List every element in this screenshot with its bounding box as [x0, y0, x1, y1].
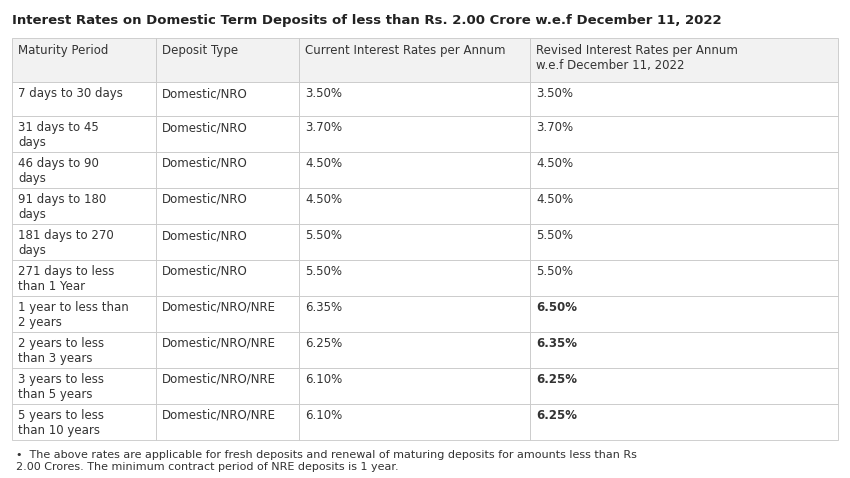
Text: 6.35%: 6.35%	[536, 337, 577, 350]
Text: Domestic/NRO: Domestic/NRO	[162, 87, 247, 100]
Text: 5.50%: 5.50%	[536, 229, 573, 242]
Text: 1 year to less than
2 years: 1 year to less than 2 years	[18, 301, 128, 329]
Bar	[156, 152, 299, 188]
Bar	[530, 152, 838, 188]
Text: 3.50%: 3.50%	[536, 87, 573, 100]
Text: 4.50%: 4.50%	[536, 157, 573, 170]
Bar	[299, 82, 530, 116]
Text: 4.50%: 4.50%	[305, 193, 343, 206]
Text: Domestic/NRO/NRE: Domestic/NRO/NRE	[162, 337, 275, 350]
Bar	[530, 260, 838, 296]
Text: 5 years to less
than 10 years: 5 years to less than 10 years	[18, 409, 104, 437]
Bar	[530, 224, 838, 260]
Text: Domestic/NRO: Domestic/NRO	[162, 265, 247, 278]
Text: Deposit Type: Deposit Type	[162, 44, 238, 57]
Bar	[299, 332, 530, 368]
Bar	[299, 38, 530, 82]
Bar	[12, 116, 156, 152]
Bar	[156, 332, 299, 368]
Bar	[299, 224, 530, 260]
Bar	[530, 368, 838, 404]
Text: •  The above rates are applicable for fresh deposits and renewal of maturing dep: • The above rates are applicable for fre…	[16, 450, 637, 472]
Text: 181 days to 270
days: 181 days to 270 days	[18, 229, 114, 257]
Text: 5.50%: 5.50%	[305, 229, 343, 242]
Text: 3.50%: 3.50%	[305, 87, 343, 100]
Bar	[156, 224, 299, 260]
Text: 91 days to 180
days: 91 days to 180 days	[18, 193, 106, 221]
Bar	[299, 188, 530, 224]
Bar	[156, 404, 299, 440]
Text: 4.50%: 4.50%	[305, 157, 343, 170]
Bar	[12, 332, 156, 368]
Bar	[12, 152, 156, 188]
Bar	[156, 296, 299, 332]
Bar	[156, 260, 299, 296]
Text: 271 days to less
than 1 Year: 271 days to less than 1 Year	[18, 265, 115, 293]
Bar	[530, 404, 838, 440]
Text: Interest Rates on Domestic Term Deposits of less than Rs. 2.00 Crore w.e.f Decem: Interest Rates on Domestic Term Deposits…	[12, 14, 722, 27]
Text: Revised Interest Rates per Annum
w.e.f December 11, 2022: Revised Interest Rates per Annum w.e.f D…	[536, 44, 738, 72]
Text: Domestic/NRO: Domestic/NRO	[162, 193, 247, 206]
Bar	[12, 188, 156, 224]
Text: 5.50%: 5.50%	[536, 265, 573, 278]
Text: Domestic/NRO/NRE: Domestic/NRO/NRE	[162, 373, 275, 386]
Text: Maturity Period: Maturity Period	[18, 44, 109, 57]
Text: 6.25%: 6.25%	[305, 337, 343, 350]
Text: Domestic/NRO/NRE: Domestic/NRO/NRE	[162, 409, 275, 422]
Text: 31 days to 45
days: 31 days to 45 days	[18, 121, 99, 149]
Text: 5.50%: 5.50%	[305, 265, 343, 278]
Text: 2 years to less
than 3 years: 2 years to less than 3 years	[18, 337, 104, 365]
Bar	[530, 38, 838, 82]
Bar	[530, 296, 838, 332]
Text: 7 days to 30 days: 7 days to 30 days	[18, 87, 123, 100]
Bar	[156, 116, 299, 152]
Bar	[530, 116, 838, 152]
Text: 6.25%: 6.25%	[536, 409, 577, 422]
Bar	[299, 116, 530, 152]
Text: Domestic/NRO: Domestic/NRO	[162, 229, 247, 242]
Bar	[12, 38, 156, 82]
Text: Domestic/NRO: Domestic/NRO	[162, 157, 247, 170]
Bar	[156, 188, 299, 224]
Bar	[12, 224, 156, 260]
Bar	[299, 404, 530, 440]
Text: 46 days to 90
days: 46 days to 90 days	[18, 157, 99, 185]
Text: 6.35%: 6.35%	[305, 301, 343, 314]
Bar	[299, 152, 530, 188]
Bar	[12, 296, 156, 332]
Bar	[299, 260, 530, 296]
Text: Domestic/NRO/NRE: Domestic/NRO/NRE	[162, 301, 275, 314]
Text: 6.50%: 6.50%	[536, 301, 577, 314]
Text: 4.50%: 4.50%	[536, 193, 573, 206]
Bar	[156, 82, 299, 116]
Text: 3.70%: 3.70%	[305, 121, 343, 134]
Bar	[299, 368, 530, 404]
Bar	[12, 82, 156, 116]
Text: 6.10%: 6.10%	[305, 409, 343, 422]
Bar	[12, 404, 156, 440]
Bar	[156, 38, 299, 82]
Text: Current Interest Rates per Annum: Current Interest Rates per Annum	[305, 44, 506, 57]
Text: Domestic/NRO: Domestic/NRO	[162, 121, 247, 134]
Text: 3 years to less
than 5 years: 3 years to less than 5 years	[18, 373, 104, 401]
Text: 6.10%: 6.10%	[305, 373, 343, 386]
Bar	[299, 296, 530, 332]
Text: 6.25%: 6.25%	[536, 373, 577, 386]
Bar	[530, 188, 838, 224]
Bar	[156, 368, 299, 404]
Bar	[12, 368, 156, 404]
Bar	[530, 82, 838, 116]
Bar	[12, 260, 156, 296]
Bar	[530, 332, 838, 368]
Text: 3.70%: 3.70%	[536, 121, 573, 134]
